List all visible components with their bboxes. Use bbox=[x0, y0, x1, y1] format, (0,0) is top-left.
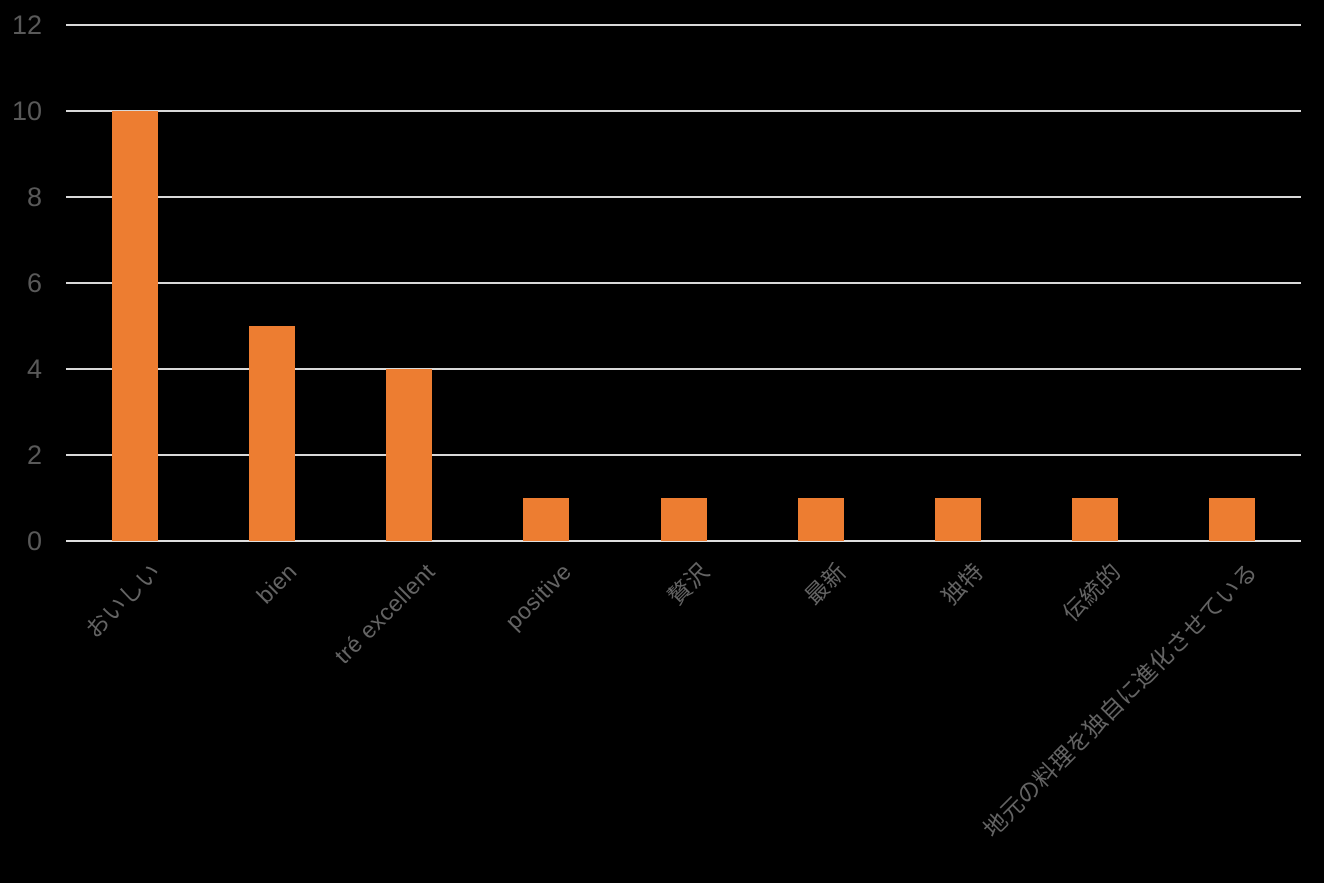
bar-3 bbox=[386, 369, 433, 541]
bar-1 bbox=[111, 111, 158, 541]
bar-2 bbox=[248, 326, 295, 541]
x-category-label-6: 最新 bbox=[799, 558, 852, 610]
y-tick-label-2: 2 bbox=[26, 440, 42, 470]
x-category-label-4: positive bbox=[500, 558, 577, 635]
x-category-label-1: おいしい bbox=[80, 558, 166, 643]
bar-7 bbox=[934, 498, 981, 541]
gridline-y-8 bbox=[66, 196, 1301, 198]
x-category-label-5: 贅沢 bbox=[662, 558, 714, 610]
x-category-label-9: 地元の料理を独自に進化させている bbox=[978, 558, 1263, 843]
gridline-y-10 bbox=[66, 110, 1301, 112]
y-tick-label-10: 10 bbox=[11, 96, 42, 126]
bar-4 bbox=[523, 498, 570, 541]
bar-5 bbox=[660, 498, 707, 541]
bar-6 bbox=[797, 498, 844, 541]
x-category-label-7: 独特 bbox=[936, 558, 989, 610]
bar-8 bbox=[1072, 498, 1119, 541]
y-tick-label-8: 8 bbox=[26, 182, 42, 212]
gridline-y-2 bbox=[66, 454, 1301, 456]
x-category-label-2: bien bbox=[251, 558, 303, 609]
y-tick-label-12: 12 bbox=[11, 10, 42, 40]
x-category-label-3: tré excellent bbox=[328, 558, 440, 669]
gridline-y-4 bbox=[66, 368, 1301, 370]
x-category-label-8: 伝統的 bbox=[1057, 558, 1126, 627]
y-tick-label-6: 6 bbox=[26, 268, 42, 298]
y-tick-label-0: 0 bbox=[26, 526, 42, 556]
bar-9 bbox=[1209, 498, 1256, 541]
y-tick-label-4: 4 bbox=[26, 354, 42, 384]
gridline-y-6 bbox=[66, 282, 1301, 284]
x-axis-line bbox=[66, 540, 1301, 542]
gridline-y-12 bbox=[66, 24, 1301, 26]
